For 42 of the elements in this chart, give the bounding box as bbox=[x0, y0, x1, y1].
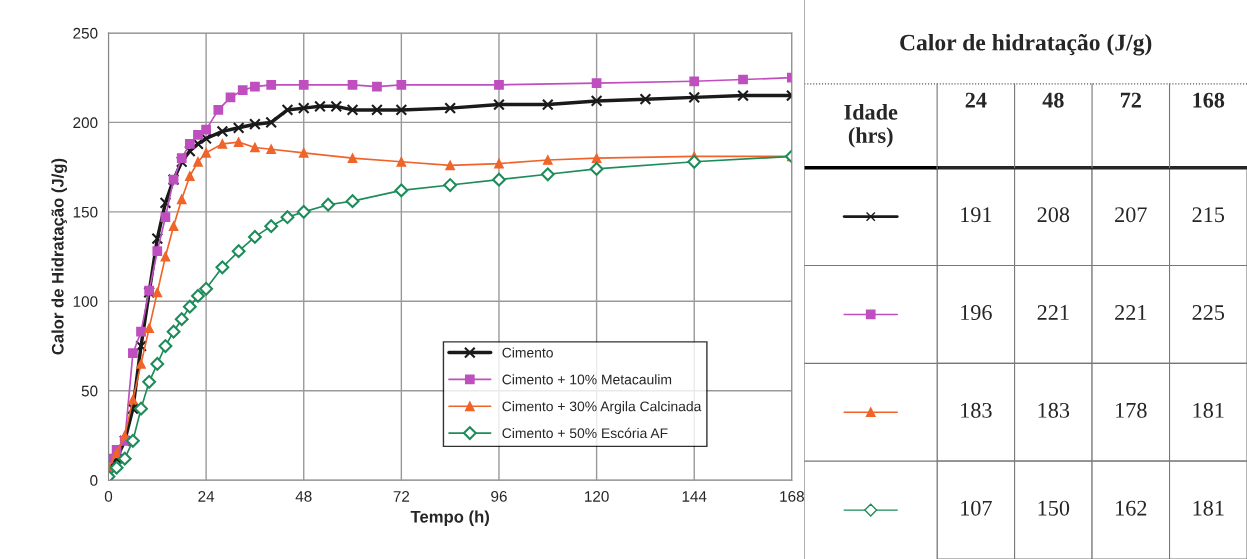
y-tick-label: 50 bbox=[81, 385, 98, 397]
y-axis-title: Calor de Hidratação (J/g) bbox=[51, 158, 68, 355]
data-label: 196 bbox=[961, 305, 992, 320]
data-label: 183 bbox=[961, 402, 992, 418]
x-tick-label: 96 bbox=[491, 491, 507, 502]
x-tick-label: 168 bbox=[780, 491, 804, 502]
legend-label: Cimento + 50% Escória AF bbox=[502, 427, 668, 439]
data-label: 208 bbox=[1037, 207, 1070, 223]
y-tick-label: 250 bbox=[73, 27, 98, 39]
data-label: 221 bbox=[1115, 305, 1147, 320]
data-label: 107 bbox=[961, 500, 992, 516]
data-label: 181 bbox=[1193, 500, 1224, 516]
data-label: 221 bbox=[1037, 305, 1069, 320]
x-tick-label: 72 bbox=[1120, 92, 1141, 108]
legend-label: Cimento + 30% Argila Calcinada bbox=[502, 401, 702, 415]
x-tick-label: 48 bbox=[295, 491, 312, 502]
data-label: 178 bbox=[1116, 402, 1147, 418]
x-axis-title: Tempo (h) bbox=[410, 510, 489, 526]
x-tick-label: 48 bbox=[1042, 92, 1064, 108]
y-tick-label: 100 bbox=[73, 296, 98, 307]
data-label: 183 bbox=[1038, 402, 1070, 418]
chart-title: Calor de hidratação (J/g) bbox=[900, 33, 1152, 56]
data-label: 181 bbox=[1193, 402, 1224, 418]
data-label: 191 bbox=[961, 207, 992, 223]
x-tick-label: 120 bbox=[585, 491, 609, 502]
data-label: 150 bbox=[1038, 500, 1070, 516]
data-label: 225 bbox=[1192, 305, 1225, 320]
x-tick-label: 72 bbox=[393, 491, 410, 502]
x-tick-label: 144 bbox=[682, 491, 707, 502]
legend-label: Cimento bbox=[502, 347, 553, 358]
y-tick-label: 150 bbox=[73, 206, 98, 218]
x-tick-label: 24 bbox=[965, 92, 987, 108]
text: Idade (hrs) bbox=[844, 104, 898, 148]
x-tick-label: 0 bbox=[104, 491, 113, 502]
data-label: 207 bbox=[1115, 207, 1147, 223]
x-tick-label: 168 bbox=[1193, 92, 1225, 108]
data-label: 162 bbox=[1116, 500, 1147, 516]
legend-label: Cimento + 10% Metacaulim bbox=[502, 374, 672, 385]
data-label: 215 bbox=[1192, 207, 1225, 223]
y-tick-label: 200 bbox=[73, 117, 98, 129]
y-tick-label: 0 bbox=[90, 475, 98, 486]
x-tick-label: 24 bbox=[198, 491, 215, 502]
